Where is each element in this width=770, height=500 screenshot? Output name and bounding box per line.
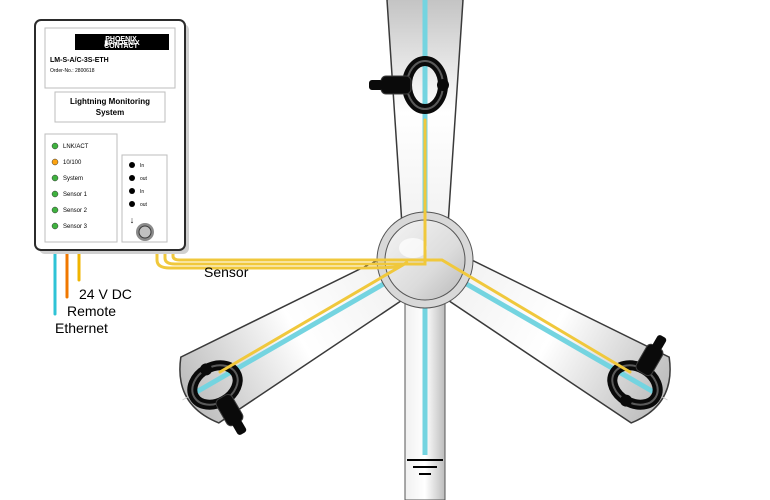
led-label: Sensor 3 (63, 224, 88, 230)
io-port (129, 188, 135, 194)
svg-text:out: out (140, 202, 148, 208)
led-label: System (63, 176, 83, 182)
io-port (129, 201, 135, 207)
wire-label-remote: Remote (67, 303, 116, 319)
wire-label-ethernet: Ethernet (55, 320, 108, 336)
wire-label-24vdc: 24 V DC (79, 286, 132, 302)
svg-text:In: In (140, 163, 144, 169)
svg-text:↓: ↓ (130, 215, 135, 225)
io-port (129, 162, 135, 168)
blade-sensor (369, 61, 449, 109)
device-model: LM-S-A/C-3S-ETH (50, 57, 109, 64)
status-led (52, 223, 58, 229)
svg-text:In: In (140, 189, 144, 195)
status-led (52, 159, 58, 165)
diagram-canvas: { "canvas":{"width":770,"height":500,"ba… (0, 0, 770, 500)
diagram-svg: ▮PHOENIX PHOENIXCONTACTLM-S-A/C-3S-ETHOr… (0, 0, 770, 500)
status-led (52, 143, 58, 149)
led-label: Sensor 1 (63, 192, 88, 198)
svg-text:CONTACT: CONTACT (104, 43, 138, 50)
svg-text:PHOENIX: PHOENIX (105, 36, 137, 43)
device-order: Order-No.: 2800618 (50, 68, 95, 74)
status-led (52, 175, 58, 181)
device-title-2: System (96, 108, 124, 117)
led-label: Sensor 2 (63, 208, 88, 214)
status-led (52, 207, 58, 213)
wire-label-sensor1: Sensor (204, 264, 248, 280)
svg-text:out: out (140, 176, 148, 182)
io-port (129, 175, 135, 181)
led-label: 10/100 (63, 160, 82, 166)
led-label: LNK/ACT (63, 144, 89, 150)
device-title-1: Lightning Monitoring (70, 97, 150, 106)
status-led (52, 191, 58, 197)
